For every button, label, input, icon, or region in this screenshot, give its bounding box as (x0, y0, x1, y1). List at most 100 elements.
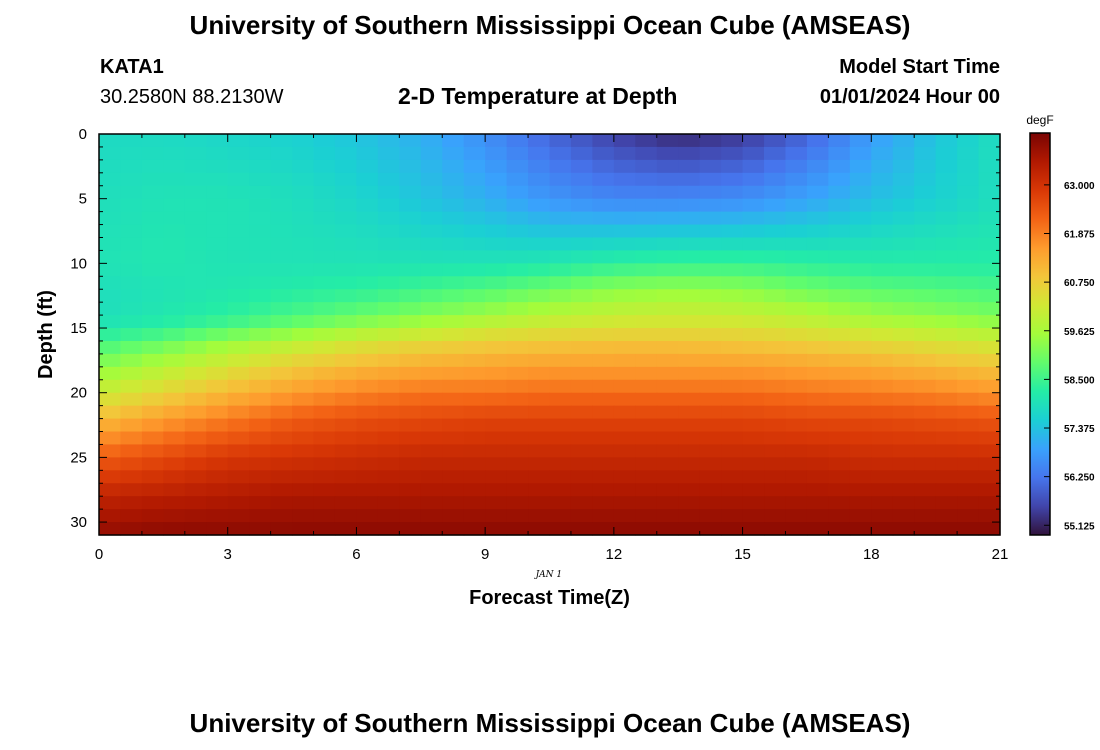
heatmap-cell (978, 211, 1001, 226)
heatmap-cell (656, 509, 679, 523)
heatmap-cell (163, 172, 186, 187)
heatmap-cell (270, 250, 293, 264)
heatmap-cells (99, 134, 1001, 536)
heatmap-cell (442, 134, 465, 148)
heatmap-cell (957, 276, 980, 290)
heatmap-cell (570, 431, 593, 446)
heatmap-cell (356, 418, 379, 433)
heatmap-cell (978, 379, 1001, 394)
heatmap-cell (635, 418, 658, 433)
heatmap-cell (613, 185, 636, 200)
heatmap-cell (871, 263, 894, 277)
heatmap-cell (635, 444, 658, 458)
heatmap-cell (764, 431, 787, 446)
heatmap-cell (270, 496, 293, 510)
heatmap-cell (184, 392, 207, 407)
heatmap-cell (764, 444, 787, 458)
heatmap-cell (270, 172, 293, 187)
heatmap-cell (871, 302, 894, 316)
heatmap-cell (914, 146, 937, 161)
heatmap-cell (163, 366, 186, 381)
heatmap-cell (656, 340, 679, 355)
heatmap-cell (742, 457, 765, 471)
heatmap-cell (377, 418, 400, 433)
heatmap-cell (292, 263, 315, 277)
heatmap-cell (592, 418, 615, 433)
heatmap-cell (699, 185, 722, 200)
heatmap-cell (699, 392, 722, 407)
heatmap-cell (914, 159, 937, 174)
heatmap-cell (699, 302, 722, 316)
heatmap-cell (742, 134, 765, 148)
heatmap-cell (377, 444, 400, 458)
heatmap-cell (892, 457, 915, 471)
heatmap-cell (292, 315, 315, 329)
heatmap-cell (249, 366, 272, 381)
heatmap-cell (656, 263, 679, 277)
heatmap-cell (442, 405, 465, 420)
heatmap-cell (957, 328, 980, 342)
heatmap-cell (206, 302, 229, 316)
heatmap-cell (828, 289, 851, 303)
heatmap-cell (635, 483, 658, 497)
heatmap-cell (721, 470, 744, 484)
heatmap-cell (721, 134, 744, 148)
heatmap-cell (828, 522, 851, 536)
heatmap-cell (742, 198, 765, 213)
heatmap-cell (914, 457, 937, 471)
heatmap-cell (356, 366, 379, 381)
heatmap-cell (742, 392, 765, 407)
heatmap-cell (377, 289, 400, 303)
heatmap-cell (871, 237, 894, 252)
heatmap-cell (463, 405, 486, 420)
heatmap-cell (935, 146, 958, 161)
heatmap-cell (313, 276, 336, 290)
heatmap-cell (570, 263, 593, 277)
heatmap-cell (227, 509, 250, 523)
heatmap-cell (528, 392, 551, 407)
heatmap-cell (785, 340, 808, 355)
heatmap-cell (785, 418, 808, 433)
heatmap-cell (785, 366, 808, 381)
heatmap-cell (249, 392, 272, 407)
heatmap-cell (249, 457, 272, 471)
heatmap-cell (442, 496, 465, 510)
heatmap-cell (442, 263, 465, 277)
heatmap-cell (463, 470, 486, 484)
heatmap-cell (206, 496, 229, 510)
heatmap-cell (163, 483, 186, 497)
heatmap-cell (99, 302, 122, 316)
heatmap-cell (806, 483, 829, 497)
heatmap-cell (420, 134, 443, 148)
heatmap-cell (678, 366, 701, 381)
heatmap-cell (849, 418, 872, 433)
heatmap-cell (206, 431, 229, 446)
heatmap-cell (334, 302, 358, 316)
heatmap-cell (570, 302, 593, 316)
heatmap-cell (764, 353, 787, 368)
heatmap-cell (806, 392, 829, 407)
heatmap-cell (721, 172, 744, 187)
heatmap-cell (871, 250, 894, 264)
heatmap-cell (613, 276, 636, 290)
heatmap-cell (699, 431, 722, 446)
heatmap-cell (828, 237, 851, 252)
heatmap-cell (764, 522, 787, 536)
heatmap-cell (957, 250, 980, 264)
x-tick-label: 15 (734, 546, 751, 563)
heatmap-cell (420, 224, 443, 239)
heatmap-cell (828, 172, 851, 187)
heatmap-cell (914, 289, 937, 303)
heatmap-cell (935, 172, 958, 187)
heatmap-cell (184, 353, 207, 368)
heatmap-cell (463, 353, 486, 368)
heatmap-cell (313, 444, 336, 458)
heatmap-cell (292, 496, 315, 510)
heatmap-cell (206, 185, 229, 200)
heatmap-cell (292, 211, 315, 226)
heatmap-cell (721, 146, 744, 161)
heatmap-cell (120, 509, 143, 523)
heatmap-cell (828, 198, 851, 213)
heatmap-cell (99, 366, 122, 381)
heatmap-cell (399, 328, 422, 342)
